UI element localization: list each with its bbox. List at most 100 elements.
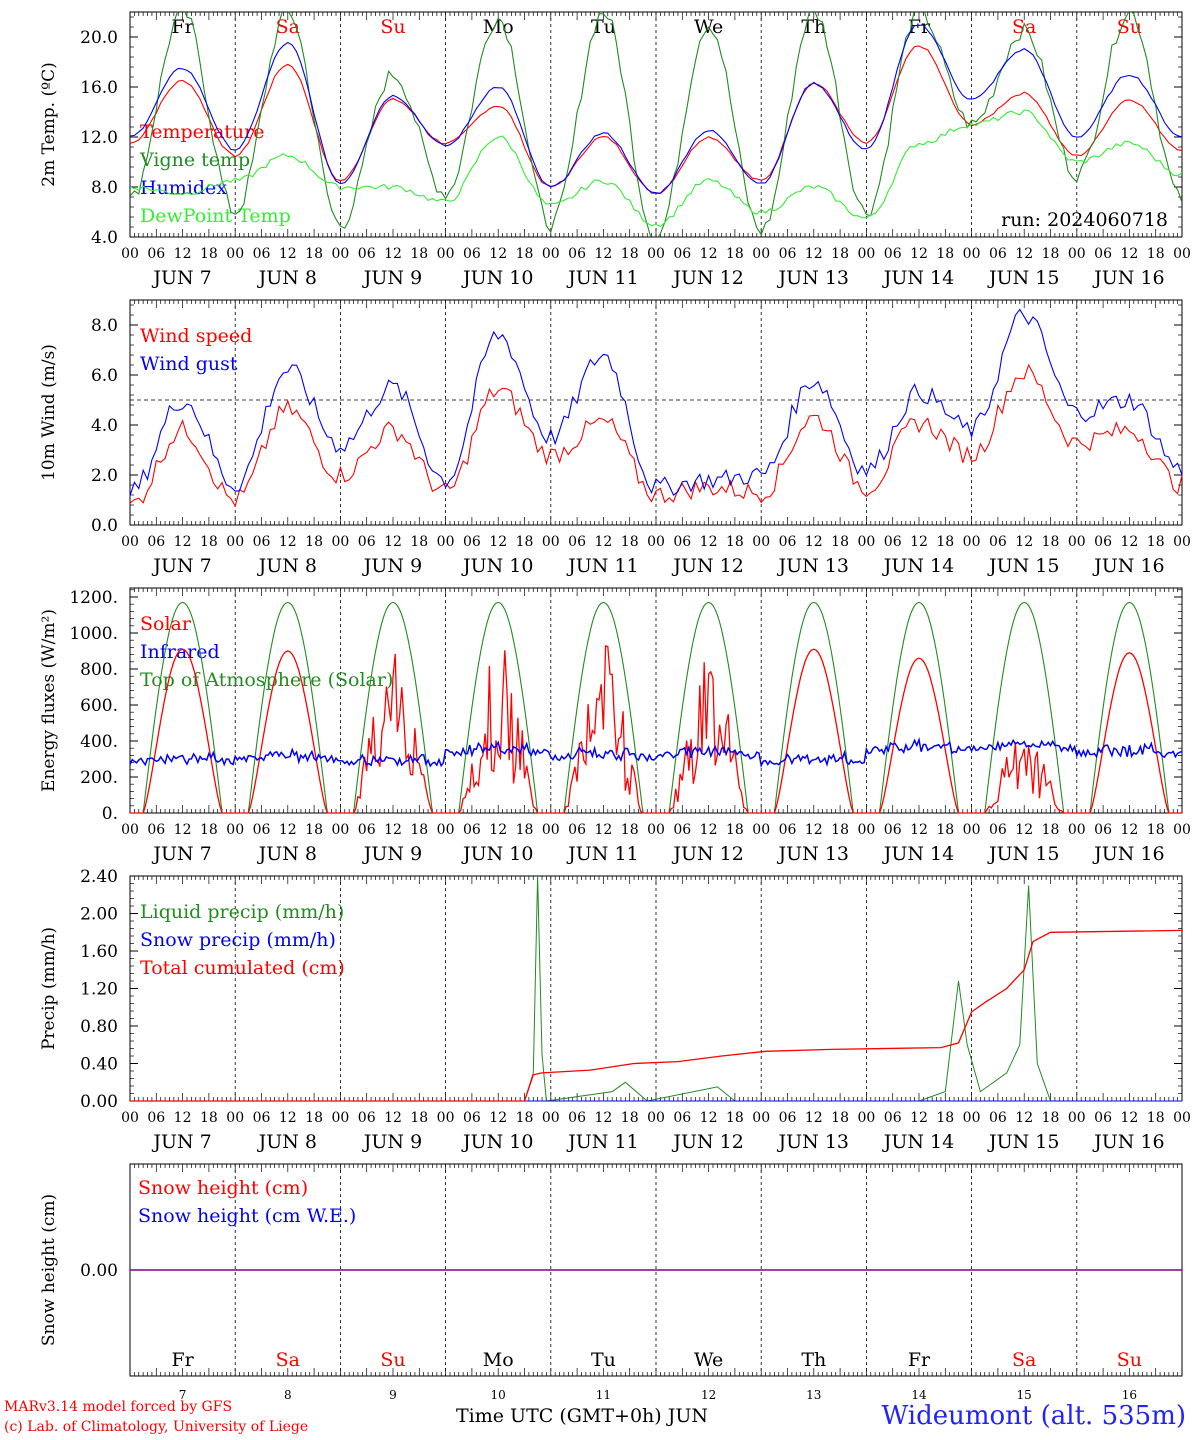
- hour-tick-label: 06: [358, 1110, 376, 1126]
- hour-tick-label: 00: [542, 534, 560, 550]
- hour-tick-label: 18: [1147, 246, 1165, 262]
- hour-tick-label: 06: [463, 534, 481, 550]
- date-label: JUN 16: [1092, 267, 1164, 289]
- day-name-label: Sa: [1012, 16, 1036, 38]
- y-tick-label: 1.60: [80, 942, 118, 962]
- hour-tick-label: 18: [516, 1110, 534, 1126]
- date-label: JUN 14: [882, 267, 954, 289]
- hour-tick-label: 18: [936, 822, 954, 838]
- date-label: JUN 10: [461, 1131, 533, 1153]
- series-line-2: [129, 736, 1183, 769]
- y-tick-label: 4.0: [91, 416, 118, 436]
- hour-tick-label: 06: [253, 534, 271, 550]
- legend-entry: Snow height (cm W.E.): [138, 1205, 356, 1227]
- plot-frame: [129, 587, 1183, 814]
- date-label: JUN 7: [151, 843, 211, 865]
- credit-line-2: (c) Lab. of Climatology, University of L…: [4, 1419, 309, 1435]
- day-number-label: 16: [1122, 1388, 1137, 1402]
- day-name-label: Sa: [1012, 1349, 1036, 1371]
- hour-tick-label: 00: [647, 246, 665, 262]
- hour-tick-label: 12: [1015, 534, 1033, 550]
- legend-entry: Wind gust: [140, 353, 238, 375]
- date-label: JUN 11: [566, 267, 638, 289]
- date-label: JUN 12: [671, 1131, 743, 1153]
- hour-tick-label: 00: [857, 534, 875, 550]
- hour-tick-label: 06: [253, 822, 271, 838]
- day-number-label: 10: [491, 1388, 506, 1402]
- hour-tick-label: 00: [857, 246, 875, 262]
- hour-tick-label: 06: [1094, 822, 1112, 838]
- date-label: JUN 12: [671, 555, 743, 577]
- hour-tick-label: 00: [1173, 534, 1191, 550]
- hour-tick-label: 12: [174, 822, 192, 838]
- hour-tick-label: 06: [884, 1110, 902, 1126]
- date-label: JUN 11: [566, 555, 638, 577]
- hour-tick-label: 18: [831, 534, 849, 550]
- date-label: JUN 13: [777, 555, 849, 577]
- hour-tick-label: 00: [647, 822, 665, 838]
- hour-tick-label: 18: [726, 1110, 744, 1126]
- y-tick-label: 16.0: [80, 78, 118, 98]
- hour-tick-label: 00: [121, 246, 139, 262]
- date-label: JUN 10: [461, 267, 533, 289]
- hour-tick-label: 12: [700, 534, 718, 550]
- hour-tick-label: 12: [489, 1110, 507, 1126]
- legend-entry: DewPoint Temp: [140, 205, 291, 227]
- hour-tick-label: 00: [121, 534, 139, 550]
- hour-tick-label: 06: [358, 822, 376, 838]
- hour-tick-label: 06: [253, 1110, 271, 1126]
- hour-tick-label: 12: [594, 1110, 612, 1126]
- y-tick-label: 2.0: [91, 466, 118, 486]
- hour-tick-label: 06: [463, 822, 481, 838]
- day-name-label: Fr: [171, 1349, 194, 1371]
- date-label: JUN 9: [362, 267, 422, 289]
- date-label: JUN 16: [1092, 1131, 1164, 1153]
- date-label: JUN 13: [777, 1131, 849, 1153]
- hour-tick-label: 12: [1015, 822, 1033, 838]
- date-label: JUN 7: [151, 1131, 211, 1153]
- hour-tick-label: 18: [410, 1110, 428, 1126]
- date-label: JUN 14: [882, 555, 954, 577]
- day-name-label: Tu: [591, 16, 616, 38]
- hour-tick-label: 06: [253, 246, 271, 262]
- hour-tick-label: 00: [331, 1110, 349, 1126]
- hour-tick-label: 00: [437, 246, 455, 262]
- hour-tick-label: 06: [673, 534, 691, 550]
- hour-tick-label: 06: [989, 534, 1007, 550]
- hour-tick-label: 18: [936, 1110, 954, 1126]
- hour-tick-label: 12: [700, 1110, 718, 1126]
- hour-tick-label: 18: [305, 246, 323, 262]
- series-line-1: [129, 363, 1183, 508]
- hour-tick-label: 12: [174, 1110, 192, 1126]
- date-label: JUN 12: [671, 843, 743, 865]
- panel-5: 0.00 Snow height (cm) Snow height (cm) Snow…: [39, 1163, 1183, 1402]
- hour-tick-label: 18: [621, 246, 639, 262]
- day-number-label: 8: [284, 1388, 292, 1402]
- hour-tick-label: 06: [147, 534, 165, 550]
- hour-tick-label: 18: [621, 1110, 639, 1126]
- hour-tick-label: 00: [963, 822, 981, 838]
- hour-tick-label: 00: [121, 822, 139, 838]
- hour-tick-label: 00: [963, 1110, 981, 1126]
- hour-tick-label: 18: [200, 822, 218, 838]
- hour-tick-label: 00: [963, 534, 981, 550]
- hour-tick-label: 06: [358, 534, 376, 550]
- date-label: JUN 10: [461, 843, 533, 865]
- hour-tick-label: 00: [226, 534, 244, 550]
- hour-tick-label: 18: [1147, 534, 1165, 550]
- panel-3: 0. 200. 400. 600. 800. 1000. 1200. Energy fluxe…: [39, 587, 1191, 865]
- date-label: JUN 13: [777, 843, 849, 865]
- hour-tick-label: 18: [200, 534, 218, 550]
- panel-1: 4.0 8.0 12.0 16.0 20.0 2m Temp. (ºC) Temperatu…: [39, 11, 1191, 289]
- date-label: JUN 11: [566, 1131, 638, 1153]
- hour-tick-label: 12: [174, 246, 192, 262]
- x-axis-title: Time UTC (GMT+0h) JUN: [456, 1405, 708, 1427]
- y-tick-label: 4.0: [91, 228, 118, 248]
- hour-tick-label: 00: [542, 1110, 560, 1126]
- legend-entry: Infrared: [140, 641, 220, 663]
- plot-frame: [129, 11, 1183, 238]
- date-label: JUN 12: [671, 267, 743, 289]
- hour-tick-label: 00: [752, 246, 770, 262]
- hour-tick-label: 00: [752, 1110, 770, 1126]
